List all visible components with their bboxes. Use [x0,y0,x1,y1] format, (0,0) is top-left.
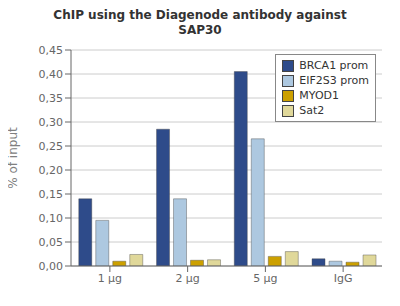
html-text:ChIP using the Diagenode antib: ChIP using the Diagenode antibody agains… [53,8,347,22]
svg-text:0,05: 0,05 [39,236,64,249]
svg-text:0,20: 0,20 [39,164,64,177]
svg-text:0,10: 0,10 [39,212,64,225]
svg-text:0,35: 0,35 [39,92,64,105]
svg-text:1 μg: 1 μg [98,272,122,285]
svg-text:0,45: 0,45 [39,44,64,57]
html-text:BRCA1 prom: BRCA1 prom [299,59,369,72]
html-text:EIF2S3 prom: EIF2S3 prom [299,74,369,87]
svg-text:5 μg: 5 μg [253,272,277,285]
svg-text:0,25: 0,25 [39,140,64,153]
svg-text:0,30: 0,30 [39,116,64,129]
html-text:SAP30: SAP30 [178,23,222,37]
svg-text:0,00: 0,00 [39,260,64,273]
html-text:Sat2: Sat2 [299,104,325,117]
svg-text:% of input: % of input [8,127,20,189]
svg-text:2 μg: 2 μg [175,272,199,285]
svg-text:IgG: IgG [334,272,353,285]
svg-text:0,15: 0,15 [39,188,64,201]
html-text:MYOD1: MYOD1 [299,89,339,102]
svg-text:0,40: 0,40 [39,68,64,81]
